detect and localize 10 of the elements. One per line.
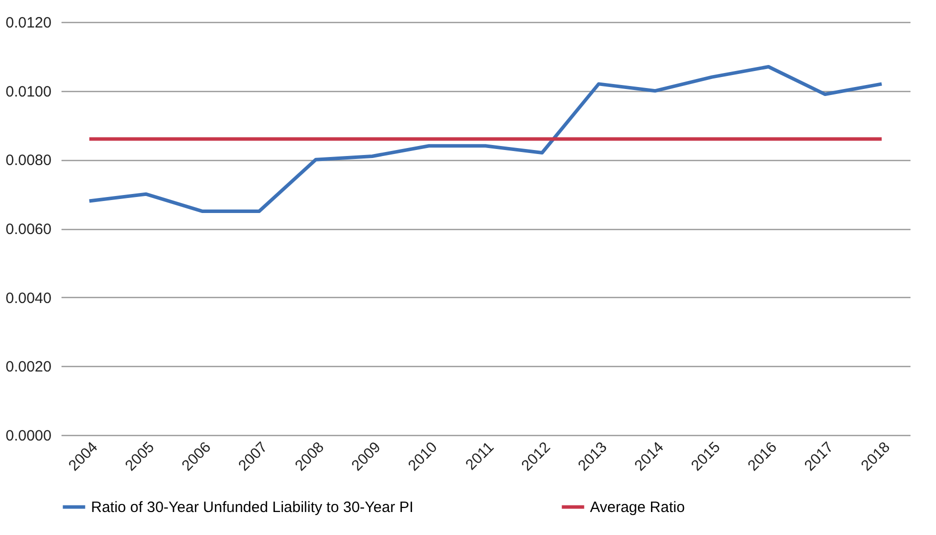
y-tick-label: 0.0120 [6, 14, 52, 32]
y-tick-label: 0.0100 [6, 83, 52, 100]
legend-label: Ratio of 30-Year Unfunded Liability to 30-Year PI [91, 499, 414, 516]
legend-label: Average Ratio [590, 499, 685, 516]
y-tick-label: 0.0020 [6, 358, 52, 376]
y-tick-label: 0.0080 [6, 152, 52, 170]
line-series [88, 64, 884, 214]
y-tick-label: 0.0040 [6, 290, 52, 307]
y-tick-label: 0.0000 [6, 428, 52, 444]
y-tick-label: 0.0060 [6, 221, 52, 238]
